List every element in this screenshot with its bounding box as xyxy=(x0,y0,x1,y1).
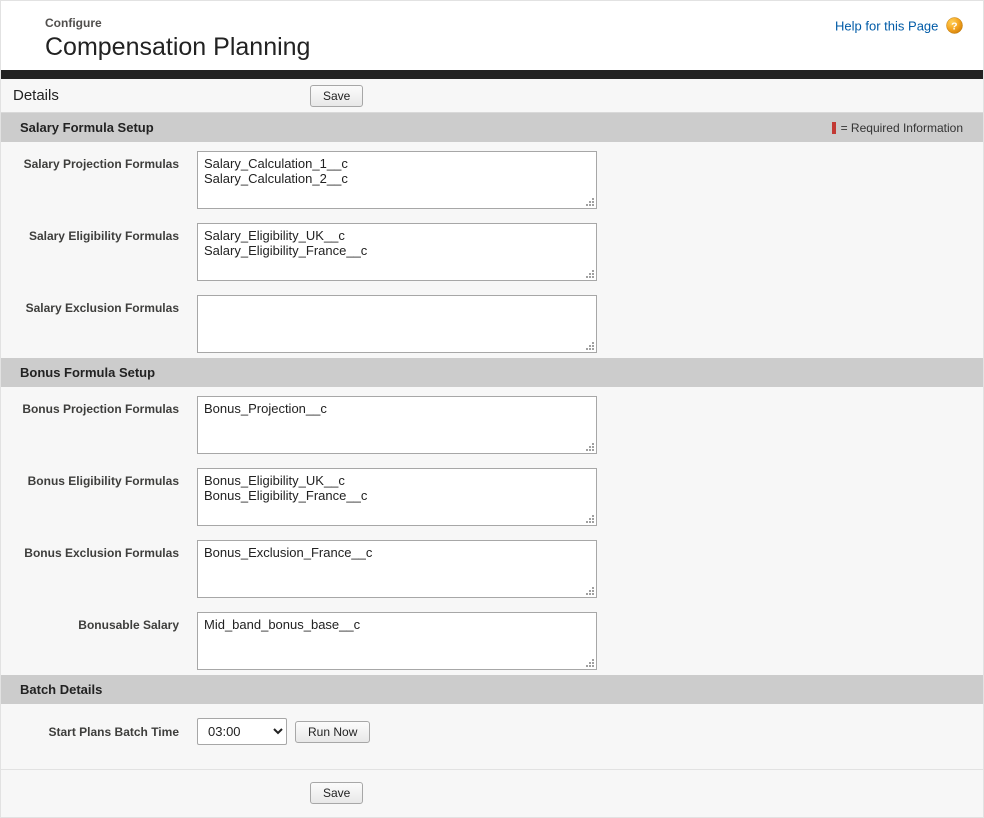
svg-text:?: ? xyxy=(951,20,957,32)
